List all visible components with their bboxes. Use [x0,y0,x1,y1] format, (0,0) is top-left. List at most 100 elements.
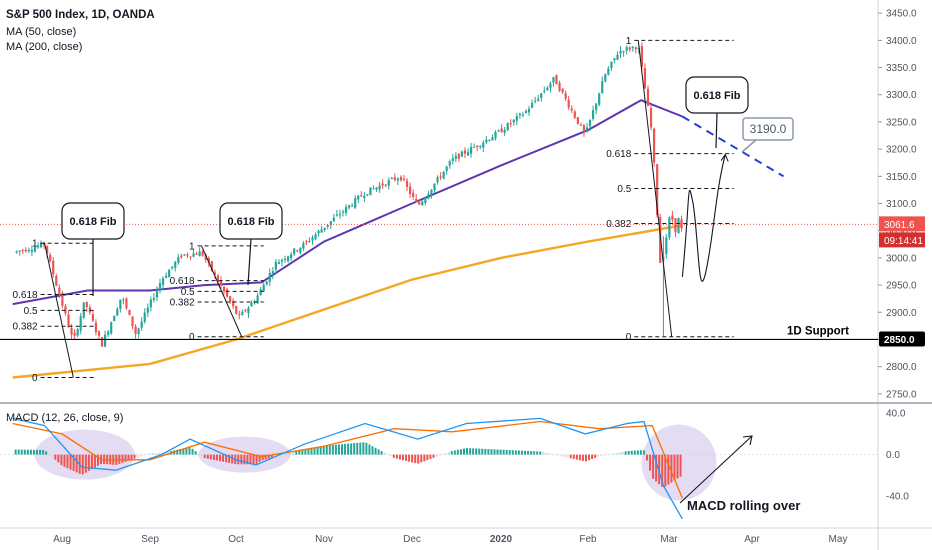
macd-histogram-bar [447,452,450,455]
price-tick-label: 3150.0 [886,172,917,183]
macd-histogram-bar [124,454,127,462]
macd-histogram-bar [32,449,35,455]
candle-body [378,185,381,190]
candle-body [61,293,64,306]
ma50-projection-line [681,115,785,178]
projection-arrowhead [720,153,729,162]
ma200-line [12,224,683,379]
candle-body [561,88,564,93]
candle-body [174,261,177,268]
candle-body [610,61,613,68]
fib-level-label: 1 [32,239,38,250]
candle-body [451,158,454,161]
candle-body [631,46,634,48]
support-price-text: 2850.0 [884,335,915,346]
macd-histogram-bar [435,454,438,457]
candle-body [360,195,363,197]
macd-histogram-bar [264,454,267,460]
macd-histogram-bar [167,451,170,455]
macd-histogram-bar [66,454,69,469]
macd-histogram-bar [441,454,444,455]
candle-body [244,310,247,312]
macd-histogram-bar [383,452,386,455]
macd-histogram-bar [20,449,23,455]
candle-body [125,298,128,309]
candle-body [585,127,589,133]
candle-body [274,261,277,270]
macd-histogram-bar [337,444,340,455]
candle-body [396,178,399,181]
candle-body [134,326,137,335]
candle-body [347,205,351,208]
candle-body [430,189,433,196]
candle-body [668,217,671,238]
macd-histogram-bar [481,448,484,455]
candle-body [18,250,21,252]
macd-tick-label: -40.0 [886,492,909,503]
macd-histogram-bar [649,454,652,471]
candle-body [659,217,662,263]
callout-text: 0.618 Fib [693,90,740,102]
candle-body [64,306,67,314]
macd-histogram-bar [664,454,667,487]
candle-body [534,100,537,102]
macd-histogram-bar [215,454,218,461]
candle-body [628,47,631,50]
macd-histogram-bar [578,454,581,461]
price-tick-label: 3200.0 [886,145,917,156]
price-tick-label: 3050.0 [886,226,917,237]
macd-histogram-bar [200,454,203,456]
candle-body [277,262,281,264]
macd-histogram-bar [456,449,459,455]
time-label: May [829,534,848,545]
fib-level-label: 0.618 [13,290,38,301]
fib-trend-line [44,243,74,378]
fib-level-label: 0.5 [24,306,38,317]
macd-histogram-bar [340,444,343,455]
price-tick-label: 3350.0 [886,63,917,74]
candle-body [137,328,140,334]
callout-text: 0.618 Fib [69,216,116,228]
macd-histogram-bar [401,454,404,461]
macd-histogram-bar [551,454,554,455]
candle-body [619,50,622,54]
candle-body [195,253,198,255]
macd-histogram-bar [606,454,609,456]
macd-histogram-bar [636,450,639,455]
macd-histogram-bar [380,451,383,455]
candle-body [515,115,518,121]
time-label: Feb [579,534,597,545]
macd-histogram-bar [240,454,243,465]
price-tick-label: 3400.0 [886,36,917,47]
candle-body [622,51,625,53]
candle-body [338,214,342,216]
macd-histogram-bar [478,448,481,455]
candle-body [219,280,223,286]
candle-body [168,270,171,278]
ma50-line [12,99,683,306]
candle-body [454,155,457,159]
candle-body [247,307,250,314]
candle-body [466,152,470,156]
macd-histogram-bar [560,454,563,457]
price-tick-label: 2750.0 [886,389,917,400]
target-price-pointer [741,139,757,153]
candle-body [280,259,284,262]
candle-body [293,248,296,255]
candle-body [546,87,549,91]
macd-histogram-bar [292,452,295,455]
macd-histogram-bar [612,453,615,455]
macd-histogram-bar [130,454,133,460]
candle-body [601,81,604,94]
candle-body [372,188,375,190]
macd-histogram-bar [630,450,633,455]
countdown-tag [879,232,925,248]
macd-histogram-bar [514,450,517,455]
macd-histogram-bar [600,454,603,456]
macd-histogram-bar [142,454,145,456]
candle-body [494,131,497,139]
candle-body [308,241,311,243]
macd-histogram-bar [411,454,414,463]
macd-histogram-bar [438,454,441,456]
